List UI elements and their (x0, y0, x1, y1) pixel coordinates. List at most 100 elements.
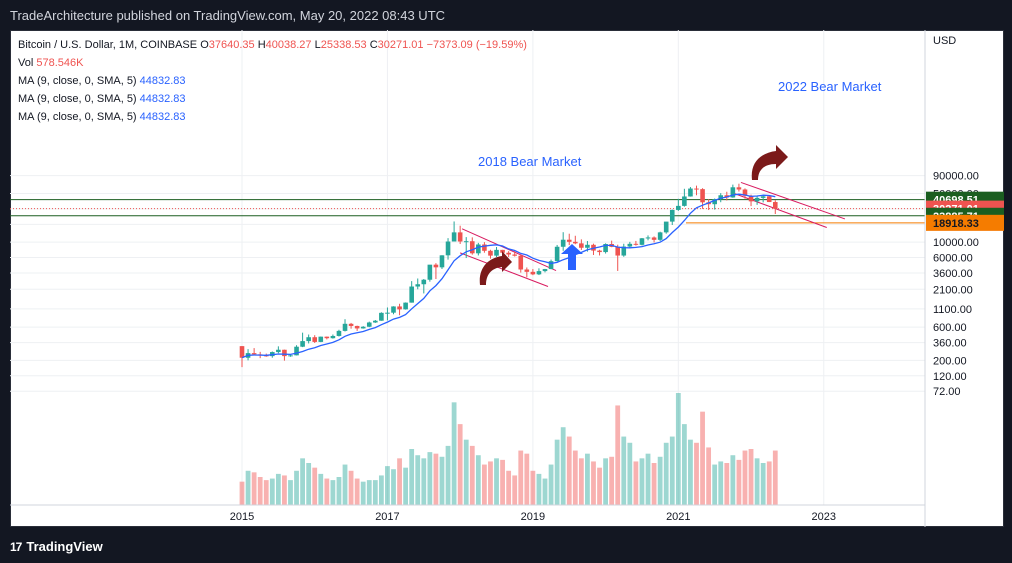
y-tick-label: 90000.00 (933, 171, 979, 183)
candle-body (627, 243, 633, 247)
candle-body (748, 195, 754, 202)
volume-bar (639, 458, 645, 505)
close-label: C (369, 39, 378, 51)
volume-bar (330, 480, 336, 505)
candle (476, 242, 481, 256)
ma-label[interactable]: MA (9, close, 0, SMA, 5) (18, 75, 137, 87)
publisher-line: TradeArchitecture published on TradingVi… (10, 8, 446, 23)
volume-bar (766, 461, 772, 505)
volume-bar (463, 439, 469, 505)
brand-name: TradingView (26, 539, 103, 554)
candle-body (730, 187, 736, 198)
candle (251, 348, 257, 356)
candle-body (312, 337, 318, 342)
volume-bar (378, 475, 384, 505)
volume-bar (251, 472, 257, 505)
ma-line (241, 193, 776, 359)
volume-bar (518, 450, 524, 505)
price-levels (10, 199, 925, 224)
candle (742, 188, 748, 199)
symbol-name[interactable]: Bitcoin / U.S. Dollar, 1M, COINBASE (18, 39, 198, 51)
candle-body (718, 195, 724, 200)
candle (494, 247, 499, 257)
candle (282, 349, 287, 361)
candle (415, 278, 421, 290)
candle (694, 185, 699, 196)
candle (366, 321, 372, 328)
volume-bar (633, 461, 639, 505)
volume-bar (578, 458, 584, 505)
candle (488, 249, 493, 259)
volume-bar (451, 402, 457, 505)
x-tick-label: 2019 (521, 511, 545, 523)
candle (772, 200, 778, 214)
volume-bar (530, 470, 536, 505)
volume-bar (433, 453, 439, 505)
price-axis[interactable]: USD90000.0050000.0030000.0018000.0010000… (924, 30, 979, 527)
candle (597, 249, 602, 256)
volume-bar (772, 450, 778, 505)
ma-label[interactable]: MA (9, close, 0, SMA, 5) (18, 93, 137, 105)
candle-body (530, 271, 536, 275)
high-label: H (257, 39, 266, 51)
volume-bar (597, 467, 602, 505)
up-arrow-icon (561, 244, 583, 270)
candle (676, 198, 681, 211)
candle (239, 346, 245, 368)
candle-body (682, 196, 687, 206)
candle-body (476, 244, 481, 254)
tradingview-brand[interactable]: 17 TradingView (10, 539, 103, 554)
candle (397, 303, 402, 316)
candle (463, 237, 469, 259)
candle (615, 244, 621, 271)
candle-body (542, 269, 548, 272)
candle-body (251, 353, 257, 355)
candle-body (288, 355, 293, 357)
candle-body (512, 254, 517, 256)
volume-bar (718, 461, 724, 505)
candle (330, 334, 336, 339)
candle (354, 325, 360, 331)
volume-bar (494, 458, 499, 505)
ma-value: 44832.83 (139, 93, 186, 105)
candle (294, 345, 299, 356)
volume-bar (742, 450, 748, 505)
candle (573, 235, 578, 245)
ma-row: MA (9, close, 0, SMA, 5) 44832.83 (18, 90, 527, 108)
candle-body (566, 239, 572, 242)
candle-body (342, 323, 348, 331)
candles (239, 183, 778, 368)
volume-bar (506, 470, 512, 505)
ma-value: 44832.83 (139, 111, 186, 123)
volume-bar (651, 463, 657, 505)
candle (373, 319, 378, 323)
price-chart[interactable]: 2018 Bear Market 2022 Bear Market USD 900… (10, 30, 1004, 527)
volume-bar (572, 450, 578, 505)
candle (300, 332, 305, 348)
candle (579, 239, 584, 250)
candle-body (518, 255, 524, 270)
volume-bar (754, 458, 760, 505)
candle-body (403, 302, 408, 310)
candle (657, 231, 663, 242)
time-axis[interactable]: 2015 2017 2019 2021 2023 (10, 504, 925, 523)
candle (360, 326, 366, 329)
volume-label[interactable]: Vol (18, 57, 34, 69)
candle-body (766, 196, 772, 203)
candle (530, 269, 536, 276)
candle (445, 238, 451, 260)
candle-body (736, 187, 742, 190)
candle-body (306, 337, 311, 342)
candle (633, 240, 639, 246)
candle-body (603, 244, 608, 253)
candle (312, 335, 318, 344)
price-label-box (926, 214, 1004, 231)
ma-value: 44832.83 (139, 75, 186, 87)
volume-bar (736, 459, 742, 505)
volume-bar (263, 480, 269, 505)
volume-bar (294, 470, 299, 505)
volume-bar (354, 478, 360, 505)
ma-label[interactable]: MA (9, close, 0, SMA, 5) (18, 111, 137, 123)
volume-bar (681, 424, 687, 505)
volume-bar (548, 464, 554, 505)
